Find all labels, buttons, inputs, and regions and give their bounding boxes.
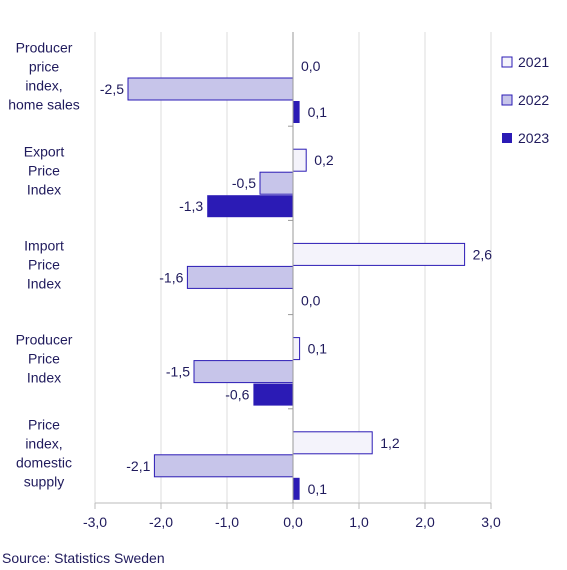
data-label: -2,1 [126, 458, 150, 474]
category-label-line: Index [27, 276, 61, 292]
bar-2021-2 [292, 242, 466, 266]
data-label: -2,5 [100, 81, 124, 97]
category-label: Producer price index, home sales [8, 40, 80, 113]
data-label: 0,1 [308, 341, 328, 357]
legend-swatch-2023 [502, 133, 512, 143]
category-label-line: supply [24, 473, 64, 489]
category-label-line: Export [24, 143, 65, 159]
x-tick-label: -1,0 [215, 514, 239, 530]
category-label-line: Price [28, 162, 60, 178]
data-label: -0,6 [225, 387, 249, 403]
x-tick-label: 2,0 [415, 514, 435, 530]
bar-2023-4 [293, 477, 300, 500]
x-tick-label: 1,0 [349, 514, 369, 530]
category-label: Import Price Index [24, 238, 64, 292]
legend-swatch-2021 [501, 56, 513, 68]
x-tick-label: -2,0 [149, 514, 173, 530]
legend-label: 2023 [518, 130, 549, 146]
category-label-line: Price [28, 416, 60, 432]
category-label-line: home sales [8, 97, 80, 113]
category-label-line: Price [28, 257, 60, 273]
data-label: 0,2 [314, 152, 334, 168]
category-label-line: Import [24, 238, 64, 254]
data-label: 0,0 [301, 58, 321, 74]
bar-2023-0 [293, 101, 300, 123]
x-tick-label: 3,0 [481, 514, 501, 530]
data-label: 0,0 [301, 292, 321, 308]
data-label: 0,1 [308, 104, 328, 120]
bar-2022-0 [127, 77, 294, 101]
x-tick-label: -3,0 [83, 514, 107, 530]
data-label: 0,1 [308, 481, 328, 497]
bar-2022-1 [259, 171, 294, 195]
bar-2022-2 [186, 265, 294, 289]
category-label-line: Index [27, 181, 61, 197]
data-label: -1,6 [159, 269, 183, 285]
category-label-line: Producer [16, 40, 73, 56]
data-label: -1,3 [179, 198, 203, 214]
category-label-line: index, [25, 78, 62, 94]
bar-2022-3 [193, 360, 294, 384]
category-label-line: price [29, 59, 60, 75]
legend-label: 2021 [518, 54, 549, 70]
category-label-line: Price [28, 351, 60, 367]
data-label: 1,2 [380, 435, 400, 451]
chart-svg: -3,0 -2,0 -1,0 0,0 1,0 2,0 3,0 0,0 -2,5 0,1 Produc… [8, 32, 549, 530]
category-label-line: Index [27, 370, 61, 386]
data-label: -1,5 [166, 364, 190, 380]
legend-swatch-2022 [501, 94, 513, 106]
category-label-line: index, [25, 435, 62, 451]
bar-2023-3 [253, 383, 293, 406]
source-note: Source: Statistics Sweden [2, 550, 165, 566]
bar-2022-4 [153, 454, 294, 478]
legend-label: 2022 [518, 92, 549, 108]
category-label: Export Price Index [24, 143, 65, 197]
category-label: Price index, domestic supply [16, 416, 72, 489]
data-label: -0,5 [232, 175, 256, 191]
category-label-line: domestic [16, 454, 72, 470]
bar-2021-1 [292, 148, 307, 172]
bar-2023-1 [207, 195, 293, 218]
data-label: 2,6 [473, 246, 493, 262]
x-tick-label: 0,0 [283, 514, 303, 530]
category-label-line: Producer [16, 332, 73, 348]
bar-2021-3 [292, 337, 301, 361]
category-label: Producer Price Index [16, 332, 73, 386]
bar-2021-4 [292, 431, 373, 455]
